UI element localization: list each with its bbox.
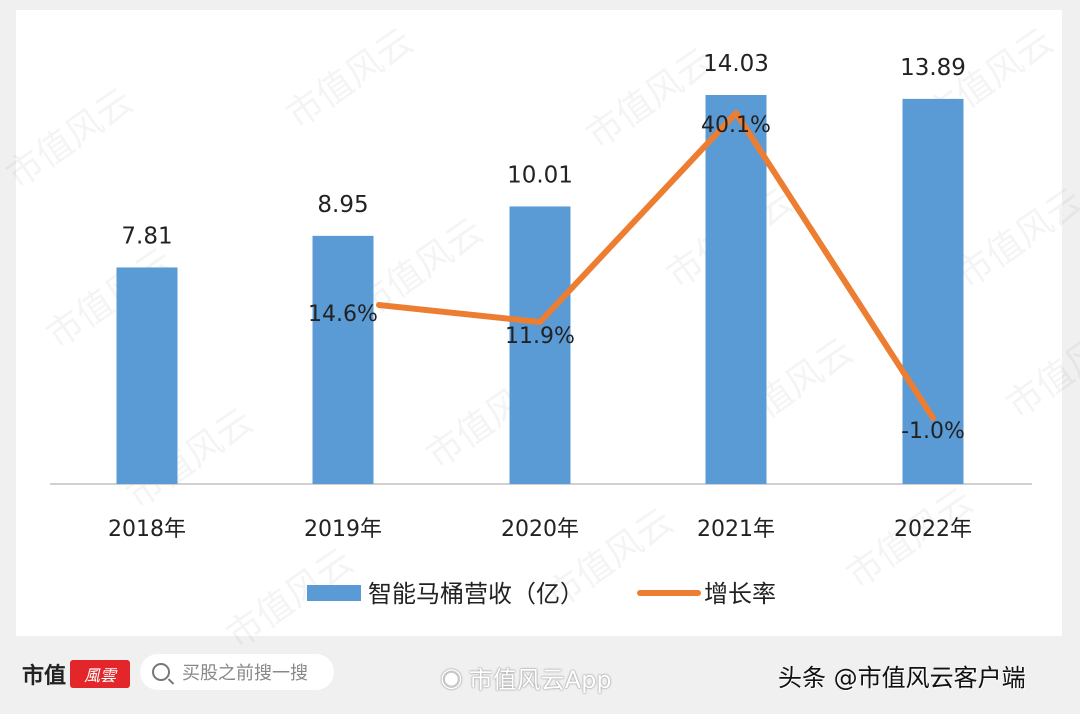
x-tick-label: 2022年 — [894, 517, 972, 542]
growth-value-label: 14.6% — [308, 302, 378, 327]
bar-2020年 — [509, 206, 571, 485]
bar-value-label: 8.95 — [317, 192, 368, 218]
search-box[interactable]: 买股之前搜一搜 — [140, 654, 334, 690]
growth-value-label: 40.1% — [701, 113, 771, 138]
chart-card: 市值风云市值风云市值风云市值风云市值风云市值风云市值风云市值风云市值风云市值风云… — [0, 10, 1080, 657]
weibo-text: 市值风云App — [468, 666, 612, 694]
brand-logo[interactable]: 市值 風雲 — [22, 658, 131, 690]
x-tick-label: 2021年 — [697, 517, 775, 542]
bar-value-label: 10.01 — [507, 162, 573, 188]
bar-value-label: 7.81 — [121, 223, 172, 249]
bar-value-label: 14.03 — [703, 51, 769, 77]
growth-value-label: 11.9% — [505, 324, 575, 349]
weibo-icon: ◉ — [440, 662, 463, 693]
toutiao-credit: 头条 @市值风云客户端 — [778, 664, 1026, 692]
legend-bar-swatch — [307, 585, 361, 601]
brand-badge: 風雲 — [70, 660, 131, 688]
legend-bar-label: 智能马桶营收（亿） — [368, 580, 584, 608]
bar-2018年 — [116, 267, 178, 484]
bar-value-label: 13.89 — [900, 55, 966, 81]
bar-2019年 — [312, 235, 374, 484]
growth-rate-line — [376, 110, 936, 421]
search-icon — [152, 663, 170, 681]
x-tick-label: 2020年 — [501, 517, 579, 542]
brand-text: 市值 — [22, 663, 67, 689]
growth-value-label: -1.0% — [901, 419, 965, 444]
search-placeholder: 买股之前搜一搜 — [182, 663, 308, 684]
combo-chart: 7.81 2018年 8.95 2019年 10.01 2020年 14.03 2021年 13… — [50, 51, 1032, 608]
weibo-watermark: ◉ 市值风云App — [440, 660, 612, 695]
footer-bar: 市值 風雲 买股之前搜一搜 ◉ 市值风云App 头条 @市值风云客户端 — [0, 636, 1080, 714]
bar-2021年 — [705, 95, 767, 484]
legend-line-label: 增长率 — [704, 580, 776, 608]
x-tick-label: 2019年 — [304, 517, 382, 542]
x-tick-label: 2018年 — [108, 517, 186, 542]
